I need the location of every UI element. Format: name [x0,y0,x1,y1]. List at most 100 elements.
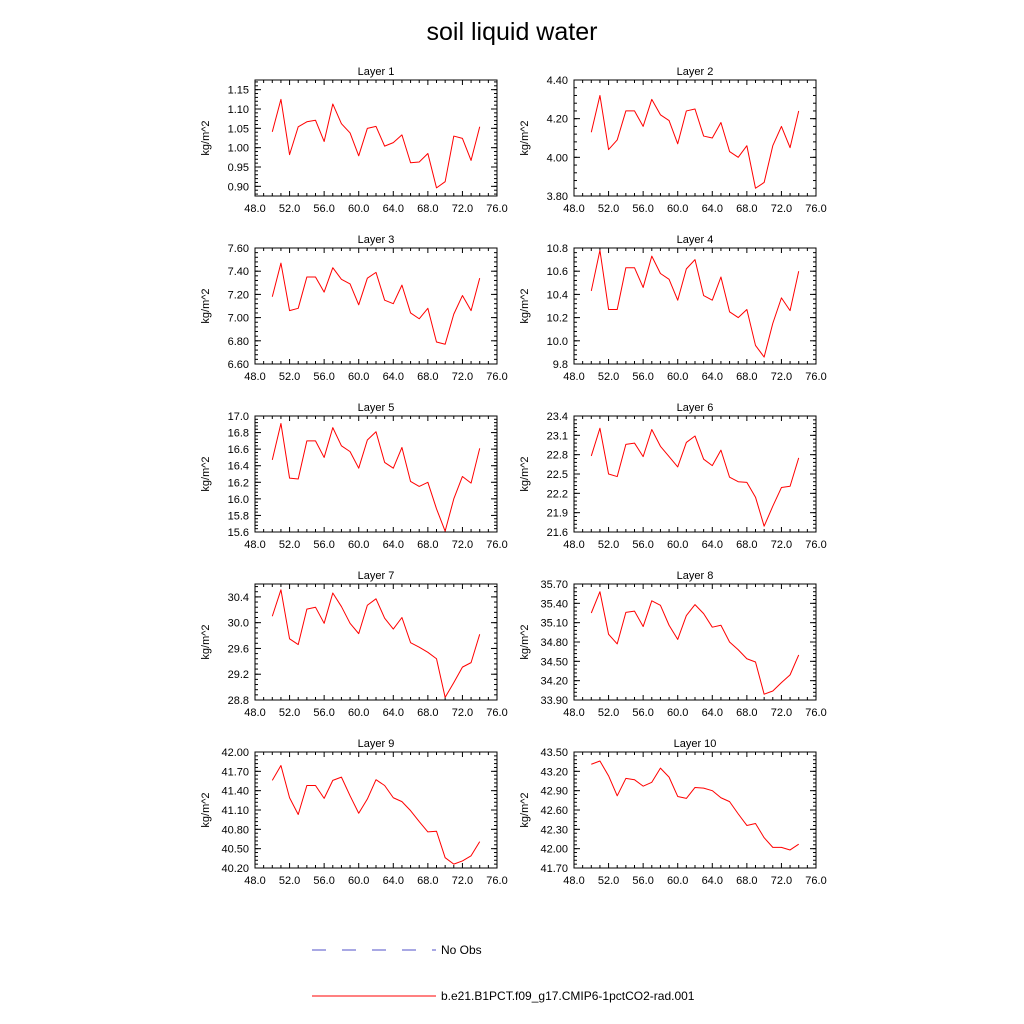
panel-layer-5: Layer 5 kg/m^2 48.0 52.0 56.0 60.0 64.0 68.0 72.… [200,402,508,551]
y-tick-label: 1.15 [228,85,249,97]
plot-frame [254,751,498,869]
x-tick-label: 68.0 [417,875,438,887]
series-line [271,422,481,532]
x-tick-label: 48.0 [563,539,584,551]
panel-layer-8: Layer 8 kg/m^2 48.0 52.0 56.0 60.0 64.0 68.0 72.… [519,570,827,719]
y-tick-label: 16.4 [228,461,249,473]
panel-layer-2: Layer 2 kg/m^2 48.0 52.0 56.0 60.0 64.0 68.0 72.… [519,66,827,215]
x-tick-label: 56.0 [313,707,334,719]
y-tick-label: 15.8 [228,510,249,522]
y-tick-label: 10.6 [547,266,568,278]
y-tick-label: 30.0 [228,618,249,630]
panel-layer-7: Layer 7 kg/m^2 48.0 52.0 56.0 60.0 64.0 68.0 72.… [200,570,508,719]
series-line [271,765,481,865]
x-tick-label: 64.0 [702,371,723,383]
x-tick-label: 52.0 [598,203,619,215]
y-tick-label: 0.95 [228,162,249,174]
y-tick-label: 40.50 [221,844,249,856]
y-tick-label: 23.1 [547,430,568,442]
y-tick-label: 10.4 [547,289,568,301]
y-tick-label: 1.00 [228,143,249,155]
y-tick-label: 42.90 [540,786,568,798]
y-tick-label: 21.9 [547,508,568,520]
x-tick-label: 60.0 [667,539,688,551]
y-axis-label: kg/m^2 [519,456,531,491]
x-tick-label: 56.0 [632,875,653,887]
x-tick-label: 64.0 [702,203,723,215]
y-tick-label: 29.6 [228,643,249,655]
x-tick-label: 64.0 [702,707,723,719]
y-tick-label: 1.05 [228,123,249,135]
y-tick-label: 4.40 [547,75,568,87]
x-tick-label: 76.0 [805,875,826,887]
x-tick-label: 52.0 [598,371,619,383]
panel-title: Layer 10 [674,738,717,750]
y-tick-label: 35.40 [540,598,568,610]
y-tick-label: 10.8 [547,243,568,255]
x-tick-label: 68.0 [417,203,438,215]
x-tick-label: 68.0 [417,707,438,719]
x-tick-label: 52.0 [279,539,300,551]
panels: Layer 1 kg/m^2 48.0 52.0 56.0 60.0 64.0 68.0 72.… [200,66,827,887]
plot-frame [573,751,817,869]
y-axis-label: kg/m^2 [519,288,531,323]
y-tick-label: 40.80 [221,824,249,836]
panel-layer-1: Layer 1 kg/m^2 48.0 52.0 56.0 60.0 64.0 68.0 72.… [200,66,508,215]
x-tick-label: 76.0 [486,371,507,383]
x-tick-label: 76.0 [805,539,826,551]
x-tick-label: 68.0 [417,371,438,383]
x-tick-label: 72.0 [771,539,792,551]
y-tick-label: 42.60 [540,805,568,817]
y-axis-label: kg/m^2 [200,120,212,155]
panel-title: Layer 6 [677,402,714,414]
y-tick-label: 33.90 [540,695,568,707]
y-tick-label: 41.70 [221,766,249,778]
series-line [590,94,800,189]
panel-title: Layer 2 [677,66,714,78]
y-tick-label: 23.4 [547,411,568,423]
legend: No Obs b.e21.B1PCT.f09_g17.CMIP6-1pctCO2… [312,943,695,1003]
panel-title: Layer 8 [677,570,714,582]
x-tick-label: 64.0 [383,371,404,383]
x-tick-label: 52.0 [279,371,300,383]
y-tick-label: 35.70 [540,579,568,591]
x-tick-label: 48.0 [563,203,584,215]
y-tick-label: 17.0 [228,411,249,423]
panel-layer-9: Layer 9 kg/m^2 48.0 52.0 56.0 60.0 64.0 68.0 72.… [200,738,508,887]
x-tick-label: 52.0 [598,875,619,887]
panel-layer-10: Layer 10 kg/m^2 48.0 52.0 56.0 60.0 64.0 68.0 72… [519,738,827,887]
y-tick-label: 7.00 [228,313,249,325]
x-tick-label: 48.0 [563,707,584,719]
plot-frame [573,247,817,365]
x-tick-label: 56.0 [313,539,334,551]
x-tick-label: 76.0 [486,539,507,551]
panel-layer-6: Layer 6 kg/m^2 48.0 52.0 56.0 60.0 64.0 68.0 72.… [519,402,827,551]
x-tick-label: 72.0 [771,707,792,719]
y-tick-label: 42.00 [221,747,249,759]
x-tick-label: 72.0 [452,203,473,215]
x-tick-label: 72.0 [452,371,473,383]
x-tick-label: 68.0 [736,203,757,215]
x-tick-label: 52.0 [279,707,300,719]
x-tick-label: 48.0 [563,875,584,887]
y-tick-label: 42.30 [540,824,568,836]
x-tick-label: 76.0 [486,875,507,887]
y-tick-label: 34.20 [540,676,568,688]
figure-title: soil liquid water [427,18,598,46]
x-tick-label: 72.0 [452,875,473,887]
y-tick-label: 21.6 [547,527,568,539]
y-tick-label: 4.20 [547,114,568,126]
y-tick-label: 7.40 [228,266,249,278]
y-tick-label: 16.8 [228,428,249,440]
series-line [591,760,799,851]
series-line [271,98,481,189]
y-tick-label: 15.6 [228,527,249,539]
x-tick-label: 56.0 [632,707,653,719]
x-tick-label: 48.0 [244,875,265,887]
x-tick-label: 56.0 [632,539,653,551]
x-tick-label: 68.0 [417,539,438,551]
x-tick-label: 48.0 [244,707,265,719]
x-tick-label: 56.0 [313,371,334,383]
x-tick-label: 72.0 [771,371,792,383]
